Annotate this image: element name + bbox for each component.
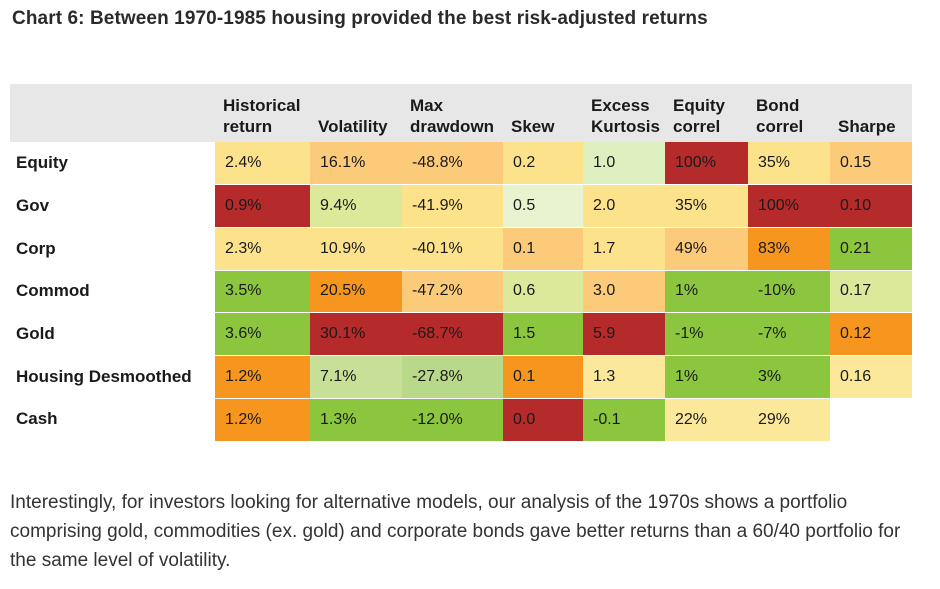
cell-max-drawdown: -41.9% xyxy=(402,184,503,228)
row-label: Corp xyxy=(10,227,215,271)
cell-excess-kurtosis: -0.1 xyxy=(583,398,665,441)
header-bond-correl: Bond correl xyxy=(756,96,804,136)
cell-historical-return: 1.2% xyxy=(215,398,310,441)
header-equity-correl: Equity correl xyxy=(673,96,725,136)
cell-historical-return: 2.3% xyxy=(215,227,310,271)
cell-max-drawdown: -48.8% xyxy=(402,142,503,186)
row-label: Commod xyxy=(10,270,215,313)
cell-sharpe: 0.16 xyxy=(830,355,912,399)
cell-skew: 0.2 xyxy=(503,142,583,186)
cell-skew: 0.1 xyxy=(503,227,583,271)
cell-equity-correl: -1% xyxy=(665,312,748,356)
cell-excess-kurtosis: 1.0 xyxy=(583,142,665,186)
cell-sharpe: 0.21 xyxy=(830,227,912,271)
cell-skew: 0.1 xyxy=(503,355,583,399)
table-row: Cash 1.2% 1.3% -12.0% 0.0 -0.1 22% 29% xyxy=(10,398,912,441)
cell-skew: 1.5 xyxy=(503,312,583,356)
cell-skew: 0.5 xyxy=(503,184,583,228)
cell-bond-correl: 29% xyxy=(748,398,830,441)
header-historical-return: Historical return xyxy=(223,96,301,136)
cell-volatility: 1.3% xyxy=(310,398,402,441)
cell-volatility: 10.9% xyxy=(310,227,402,271)
cell-equity-correl: 35% xyxy=(665,184,748,228)
cell-excess-kurtosis: 1.7 xyxy=(583,227,665,271)
table-row: Equity 2.4% 16.1% -48.8% 0.2 1.0 100% 35% 0.15 xyxy=(10,142,912,186)
cell-excess-kurtosis: 1.3 xyxy=(583,355,665,399)
cell-bond-correl: 35% xyxy=(748,142,830,186)
cell-equity-correl: 49% xyxy=(665,227,748,271)
cell-excess-kurtosis: 3.0 xyxy=(583,270,665,314)
row-label: Housing Desmoothed xyxy=(10,355,215,399)
cell-excess-kurtosis: 2.0 xyxy=(583,184,665,228)
header-blank xyxy=(10,84,215,142)
cell-bond-correl: -10% xyxy=(748,270,830,314)
table-row: Commod 3.5% 20.5% -47.2% 0.6 3.0 1% -10% 0.17 xyxy=(10,270,912,314)
cell-sharpe xyxy=(830,398,912,441)
header-volatility: Volatility xyxy=(318,117,388,136)
cell-max-drawdown: -12.0% xyxy=(402,398,503,441)
cell-historical-return: 0.9% xyxy=(215,184,310,228)
cell-excess-kurtosis: 5.9 xyxy=(583,312,665,356)
cell-bond-correl: 83% xyxy=(748,227,830,271)
cell-historical-return: 1.2% xyxy=(215,355,310,399)
cell-max-drawdown: -47.2% xyxy=(402,270,503,314)
header-excess-kurtosis: Excess Kurtosis xyxy=(591,96,660,136)
cell-historical-return: 3.6% xyxy=(215,312,310,356)
cell-volatility: 20.5% xyxy=(310,270,402,314)
returns-table: Historical return Volatility Max drawdow… xyxy=(10,84,912,441)
table-row: Gold 3.6% 30.1% -68.7% 1.5 5.9 -1% -7% 0.12 xyxy=(10,312,912,356)
row-label: Equity xyxy=(10,142,215,185)
commentary-paragraph: Interestingly, for investors looking for… xyxy=(10,492,901,571)
cell-historical-return: 2.4% xyxy=(215,142,310,186)
cell-max-drawdown: -68.7% xyxy=(402,312,503,356)
table-body: Equity 2.4% 16.1% -48.8% 0.2 1.0 100% 35% 0.15 Go… xyxy=(10,142,912,441)
chart-title: Chart 6: Between 1970-1985 housing provi… xyxy=(12,8,708,29)
cell-volatility: 30.1% xyxy=(310,312,402,356)
cell-bond-correl: -7% xyxy=(748,312,830,356)
cell-bond-correl: 100% xyxy=(748,184,830,228)
cell-sharpe: 0.15 xyxy=(830,142,912,186)
row-label: Cash xyxy=(10,398,215,441)
cell-historical-return: 3.5% xyxy=(215,270,310,314)
table-header-row: Historical return Volatility Max drawdow… xyxy=(10,84,912,142)
cell-sharpe: 0.17 xyxy=(830,270,912,314)
table-row: Gov 0.9% 9.4% -41.9% 0.5 2.0 35% 100% 0.10 xyxy=(10,184,912,228)
cell-equity-correl: 22% xyxy=(665,398,748,441)
cell-equity-correl: 1% xyxy=(665,355,748,399)
data-table-container: Historical return Volatility Max drawdow… xyxy=(10,84,912,441)
cell-volatility: 16.1% xyxy=(310,142,402,186)
header-max-drawdown: Max drawdown xyxy=(410,96,495,136)
cell-max-drawdown: -27.8% xyxy=(402,355,503,399)
cell-equity-correl: 1% xyxy=(665,270,748,314)
cell-bond-correl: 3% xyxy=(748,355,830,399)
cell-skew: 0.0 xyxy=(503,398,583,441)
row-label: Gov xyxy=(10,184,215,228)
table-row: Housing Desmoothed 1.2% 7.1% -27.8% 0.1 1.3 1%… xyxy=(10,355,912,399)
header-skew: Skew xyxy=(511,117,555,136)
cell-volatility: 9.4% xyxy=(310,184,402,228)
cell-volatility: 7.1% xyxy=(310,355,402,399)
cell-equity-correl: 100% xyxy=(665,142,748,186)
row-label: Gold xyxy=(10,312,215,356)
cell-max-drawdown: -40.1% xyxy=(402,227,503,271)
cell-skew: 0.6 xyxy=(503,270,583,314)
header-sharpe: Sharpe xyxy=(838,117,896,136)
table-row: Corp 2.3% 10.9% -40.1% 0.1 1.7 49% 83% 0.21 xyxy=(10,227,912,271)
cell-sharpe: 0.10 xyxy=(830,184,912,228)
cell-sharpe: 0.12 xyxy=(830,312,912,356)
